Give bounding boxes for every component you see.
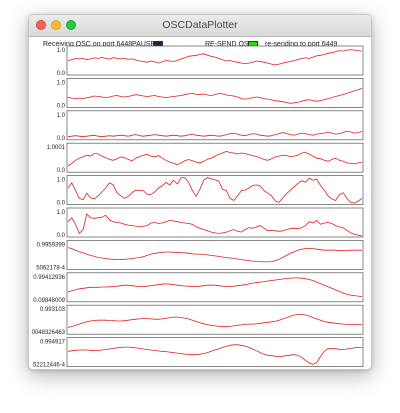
plot-min-label: 0048326463	[32, 330, 66, 336]
plot-frame	[66, 78, 364, 108]
plot-max-label: 1.0	[57, 80, 66, 86]
plot-signal-line	[67, 277, 363, 297]
plot-panel-4: 1.0001 0.0	[47, 142, 364, 174]
plot-max-label: 0.993103	[40, 307, 66, 313]
plot-signal-line	[67, 314, 362, 328]
plot-max-label: 0.994917	[40, 340, 66, 346]
plot-signal-line	[67, 213, 363, 237]
plot-max-label: 1.0	[57, 48, 66, 54]
plot-panel-2: 1.0 0.0	[57, 78, 364, 109]
plot-signal-line	[67, 150, 363, 167]
plot-min-label: 0.0	[57, 201, 66, 207]
plot-min-label: 0.0	[57, 103, 66, 109]
plot-signal-line	[67, 87, 363, 104]
plot-signal-line	[67, 344, 362, 365]
plot-panel-1: 1.0 0.0	[57, 45, 364, 77]
resend-status-text: re-sending to port 6449	[265, 41, 338, 48]
title-bar[interactable]: OSCDataPlotter	[29, 15, 371, 37]
plot-max-label: 1.0	[57, 178, 66, 184]
plot-panel-5: 1.0 0.0	[57, 175, 364, 207]
plot-signal-line	[67, 247, 362, 263]
minimize-window-button[interactable]	[51, 20, 61, 30]
plot-frame	[66, 272, 364, 303]
plot-frame	[66, 142, 364, 173]
plot-panel-7: 0.9959399 5062178-4	[36, 240, 364, 271]
resend-label: RE-SEND OSC:	[205, 41, 256, 48]
plot-frame	[66, 337, 364, 367]
plot-min-label: 0.0	[57, 136, 66, 142]
plot-signal-line	[67, 49, 363, 66]
plot-min-label: 0.0	[57, 168, 66, 174]
plot-max-label: 1.0	[57, 113, 66, 119]
receiving-port-label: Receiving OSC on port 6448	[43, 41, 133, 48]
plot-min-label: 0.09848009	[33, 298, 65, 304]
plot-min-label: 5062178-4	[36, 265, 65, 271]
plot-panel-10: 0.994917 52212446-4	[33, 337, 364, 369]
window-title: OSCDataPlotter	[162, 19, 238, 31]
close-window-button[interactable]	[36, 20, 46, 30]
plot-frame	[66, 45, 364, 76]
plot-max-label: 0.99412936	[33, 275, 65, 281]
plot-signal-line	[67, 177, 363, 204]
plot-frame	[66, 304, 364, 335]
maximize-window-button[interactable]	[66, 20, 76, 30]
plot-max-label: 1.0	[57, 210, 66, 216]
plot-max-label: 0.9959399	[37, 242, 66, 248]
plot-frame	[66, 240, 364, 270]
plot-min-label: 0.0	[57, 233, 66, 239]
plot-panel-3: 1.0 0.0	[57, 110, 364, 142]
plot-panel-9: 0.993103 0048326463	[32, 304, 364, 336]
plot-panel-8: 0.99412936 0.09848009	[33, 272, 364, 304]
plot-signal-line	[67, 130, 363, 138]
pause-label: PAUSE:	[132, 41, 158, 48]
plot-min-label: 52212446-4	[33, 363, 66, 369]
plot-panel-6: 1.0 0.0	[57, 207, 364, 239]
plot-max-label: 1.0001	[47, 145, 66, 151]
plot-min-label: 0.0	[57, 71, 66, 77]
